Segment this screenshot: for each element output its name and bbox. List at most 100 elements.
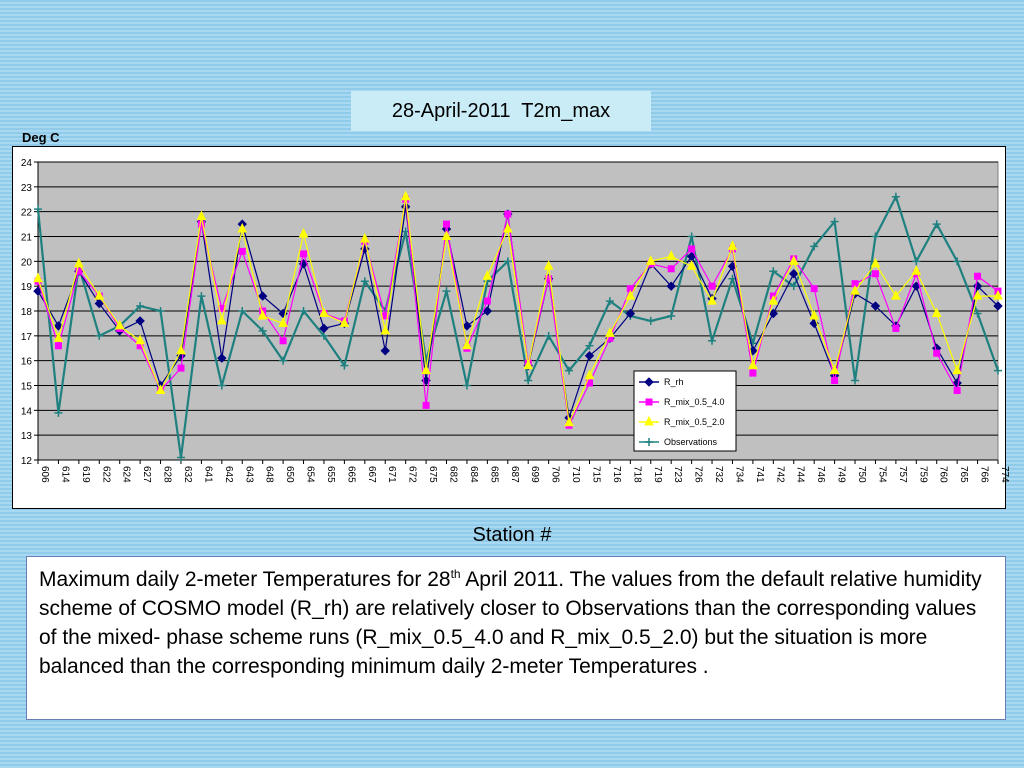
x-tick-label: 718	[631, 466, 642, 483]
data-point-observations	[136, 302, 145, 311]
data-point-observations	[769, 267, 778, 276]
data-point-r-mix-0-5-2-0	[993, 289, 1003, 300]
y-tick-label: 17	[21, 332, 33, 343]
data-point-r-mix-0-5-4-0	[238, 247, 246, 255]
x-tick-label: 671	[386, 466, 397, 483]
legend-marker-r-mix-0-5-2-0	[644, 415, 654, 426]
y-tick-label: 12	[21, 456, 33, 467]
x-tick-label: 716	[611, 466, 622, 483]
x-tick-label: 766	[979, 466, 990, 483]
data-point-r-mix-0-5-2-0	[686, 260, 697, 270]
data-point-observations	[789, 282, 798, 291]
data-point-r-mix-0-5-2-0	[523, 359, 534, 370]
data-point-r-mix-0-5-2-0	[298, 227, 309, 238]
data-point-r-rh	[666, 281, 676, 291]
data-point-r-mix-0-5-2-0	[829, 364, 840, 375]
data-point-r-mix-0-5-2-0	[952, 364, 962, 375]
x-tick-label: 744	[795, 466, 806, 483]
x-tick-label: 614	[59, 466, 70, 483]
x-axis-label: Station #	[472, 524, 552, 546]
data-point-r-mix-0-5-4-0	[892, 324, 900, 332]
legend-label-r-mix-0-5-2-0: R_mix_0.5_2.0	[664, 417, 725, 427]
x-tick-label: 759	[917, 466, 928, 483]
data-point-observations	[176, 453, 185, 462]
x-tick-label: 719	[652, 466, 663, 483]
x-tick-label: 732	[713, 466, 724, 483]
caption-superscript: th	[450, 567, 461, 581]
data-point-r-mix-0-5-4-0	[54, 342, 62, 350]
data-point-r-rh	[789, 269, 799, 279]
data-point-r-mix-0-5-4-0	[831, 377, 839, 385]
data-point-observations	[810, 242, 819, 251]
y-tick-label: 23	[21, 183, 33, 194]
x-tick-label: 741	[754, 466, 765, 483]
x-tick-label: 628	[162, 466, 173, 483]
y-tick-label: 18	[21, 307, 33, 318]
data-point-r-mix-0-5-4-0	[483, 297, 491, 305]
data-point-r-mix-0-5-4-0	[933, 349, 941, 357]
data-point-observations	[667, 311, 676, 320]
data-point-r-mix-0-5-2-0	[237, 222, 248, 233]
data-point-observations	[687, 232, 696, 241]
x-tick-label: 627	[141, 466, 152, 483]
data-point-r-mix-0-5-2-0	[196, 210, 207, 221]
data-point-r-mix-0-5-4-0	[422, 401, 430, 409]
legend-label-r-rh: R_rh	[664, 377, 684, 387]
x-tick-label: 650	[284, 466, 295, 483]
x-tick-label: 746	[815, 466, 826, 483]
data-point-r-rh	[94, 298, 104, 309]
data-point-r-mix-0-5-2-0	[768, 294, 779, 305]
data-point-r-mix-0-5-4-0	[749, 369, 757, 377]
x-tick-label: 710	[570, 466, 581, 483]
data-point-observations	[360, 277, 369, 286]
x-tick-label: 642	[223, 466, 234, 483]
data-point-r-mix-0-5-2-0	[33, 272, 43, 283]
caption-text-end: April 2011. The values from the default …	[39, 568, 982, 678]
x-tick-label: 706	[550, 466, 561, 483]
data-point-observations	[871, 232, 880, 241]
data-point-observations	[544, 331, 553, 340]
data-point-observations	[912, 257, 921, 266]
data-point-observations	[953, 257, 962, 266]
data-point-r-mix-0-5-2-0	[74, 257, 84, 268]
y-axis-label: Deg C	[22, 130, 60, 145]
data-point-r-mix-0-5-2-0	[380, 324, 391, 335]
y-tick-label: 20	[21, 257, 33, 268]
x-tick-label: 685	[488, 466, 499, 483]
data-point-observations	[156, 307, 165, 315]
data-point-r-mix-0-5-2-0	[605, 327, 615, 337]
legend-label-r-mix-0-5-4-0: R_mix_0.5_4.0	[664, 397, 725, 407]
data-point-r-mix-0-5-2-0	[278, 317, 288, 327]
data-point-r-rh	[462, 321, 472, 331]
data-point-observations	[258, 326, 267, 335]
data-point-r-mix-0-5-2-0	[564, 416, 574, 427]
x-tick-label: 742	[774, 466, 785, 483]
data-point-r-rh	[870, 301, 881, 311]
legend-label-observations: Observations	[664, 437, 718, 447]
data-point-r-mix-0-5-2-0	[319, 307, 329, 317]
data-point-r-mix-0-5-4-0	[953, 386, 961, 394]
data-point-r-mix-0-5-2-0	[339, 317, 350, 327]
data-point-observations	[340, 361, 349, 370]
data-point-r-mix-0-5-2-0	[666, 250, 677, 260]
x-tick-label: 684	[468, 466, 479, 483]
data-point-r-mix-0-5-2-0	[359, 232, 370, 243]
x-tick-label: 619	[80, 466, 91, 483]
data-point-r-mix-0-5-2-0	[911, 265, 922, 275]
data-point-observations	[646, 316, 655, 325]
x-tick-label: 643	[243, 466, 254, 483]
data-point-r-mix-0-5-2-0	[53, 332, 64, 342]
x-tick-label: 760	[938, 466, 949, 483]
data-point-r-mix-0-5-2-0	[94, 289, 105, 300]
data-point-r-mix-0-5-2-0	[217, 314, 227, 325]
x-tick-label: 774	[999, 466, 1010, 483]
x-tick-label: 624	[121, 466, 132, 483]
data-point-observations	[299, 307, 308, 315]
data-point-observations	[217, 381, 226, 390]
y-tick-label: 16	[21, 357, 33, 368]
line-chart: 12 13 14 15 16 17 18 19 20 21 22 23 24 606 614 619 622 62…	[21, 158, 1010, 483]
data-point-observations	[319, 331, 328, 340]
data-point-r-mix-0-5-2-0	[421, 364, 431, 375]
series-line-observations	[36, 193, 1000, 458]
data-point-r-rh	[768, 308, 779, 319]
